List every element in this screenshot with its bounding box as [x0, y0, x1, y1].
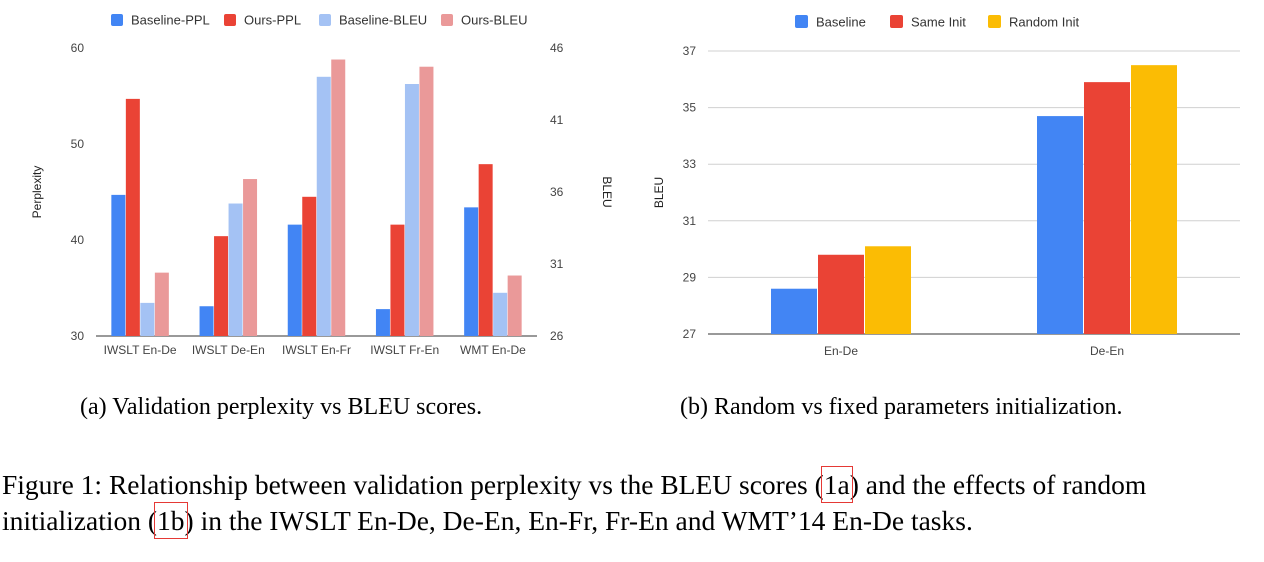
bar-baseline-bleu-iwslt-en-de [140, 302, 155, 336]
bar-ours-bleu-iwslt-de-en [243, 179, 258, 336]
bar-ours-bleu-wmt-en-de [507, 275, 522, 336]
bar-same-init-en-de [818, 254, 864, 334]
y-tick-label: 31 [683, 214, 697, 228]
bar-baseline-ppl-iwslt-fr-en [375, 309, 390, 336]
legend-label-same-init: Same Init [911, 15, 966, 30]
bar-ours-bleu-iwslt-en-de [154, 272, 169, 336]
y-tick-label: 33 [683, 157, 697, 171]
bar-baseline-ppl-iwslt-en-de [111, 194, 126, 336]
bar-baseline-ppl-iwslt-de-en [199, 306, 214, 336]
y-tick-label: 37 [683, 44, 697, 58]
bar-baseline-bleu-iwslt-en-fr [316, 76, 331, 337]
x-tick-label: De-En [1090, 344, 1124, 358]
bar-baseline-ppl-iwslt-en-fr [287, 224, 302, 336]
legend-label-baseline-bleu: Baseline-BLEU [339, 13, 427, 28]
bar-baseline-ppl-wmt-en-de [464, 207, 479, 336]
legend-swatch-baseline-ppl [111, 14, 123, 26]
legend-swatch-ours-bleu [441, 14, 453, 26]
y-tick-label: 60 [71, 41, 85, 55]
figure-ref-1a[interactable]: 1a [820, 466, 853, 503]
y2-tick-label: 41 [550, 113, 564, 127]
bar-ours-ppl-iwslt-en-de [125, 98, 140, 336]
bar-baseline-bleu-iwslt-de-en [228, 203, 243, 336]
bar-ours-ppl-iwslt-en-fr [302, 196, 317, 336]
caption-a: (a) Validation perplexity vs BLEU scores… [80, 394, 483, 420]
legend-swatch-baseline [795, 15, 808, 28]
legend-swatch-same-init [890, 15, 903, 28]
bar-ours-ppl-iwslt-de-en [214, 236, 229, 336]
y-tick-label: 40 [71, 233, 85, 247]
legend-label-random-init: Random Init [1009, 15, 1079, 30]
y-tick-label: 29 [683, 270, 697, 284]
chart-a: 30 40 50 60 26 31 36 41 46 Perplexity BLEU IWSLT En… [30, 13, 614, 358]
legend-label-ours-bleu: Ours-BLEU [461, 13, 527, 28]
x-tick-label: En-De [824, 344, 858, 358]
y2-tick-label: 26 [550, 329, 564, 343]
y2-tick-label: 46 [550, 41, 564, 55]
caption-b: (b) Random vs fixed parameters initializ… [680, 394, 1123, 420]
legend-swatch-random-init [988, 15, 1001, 28]
bar-baseline-bleu-iwslt-fr-en [404, 84, 419, 336]
y-tick-label: 35 [683, 101, 697, 115]
bar-random-init-de-en [1131, 65, 1177, 335]
bar-same-init-de-en [1084, 82, 1130, 334]
x-tick-label: IWSLT Fr-En [370, 343, 439, 357]
legend-label-baseline-ppl: Baseline-PPL [131, 13, 210, 28]
legend-label-ours-ppl: Ours-PPL [244, 13, 301, 28]
y-tick-label: 27 [683, 327, 697, 341]
figure-ref-1b[interactable]: 1b [154, 502, 188, 539]
bar-ours-ppl-iwslt-fr-en [390, 224, 405, 336]
legend-swatch-baseline-bleu [319, 14, 331, 26]
bar-ours-ppl-wmt-en-de [478, 164, 493, 336]
bar-ours-bleu-iwslt-en-fr [331, 59, 346, 337]
figure-caption-text-3: ) in the IWSLT En-De, De-En, En-Fr, Fr-E… [184, 505, 973, 536]
figure-caption: Figure 1: Relationship between validatio… [2, 466, 1264, 539]
bar-baseline-de-en [1037, 116, 1083, 334]
bar-random-init-en-de [865, 246, 911, 334]
chart-b: 27 29 31 33 35 37 BLEU En-De De-En Baseline Same I… [652, 15, 1240, 358]
bar-ours-bleu-iwslt-fr-en [419, 66, 434, 336]
x-tick-label: WMT En-De [460, 343, 526, 357]
y-axis-title: BLEU [652, 177, 666, 208]
y2-tick-label: 36 [550, 185, 564, 199]
y2-axis-title: BLEU [600, 176, 614, 207]
y-axis-title: Perplexity [30, 166, 44, 219]
legend-swatch-ours-ppl [224, 14, 236, 26]
legend-label-baseline: Baseline [816, 15, 866, 30]
y2-tick-label: 31 [550, 257, 564, 271]
x-tick-label: IWSLT De-En [192, 343, 265, 357]
x-tick-label: IWSLT En-De [104, 343, 177, 357]
bar-baseline-en-de [771, 288, 817, 334]
figure-caption-text-1: Figure 1: Relationship between validatio… [2, 469, 824, 500]
y-tick-label: 30 [71, 329, 85, 343]
figure-caption-text-2: ) and the effects of random initializati… [2, 469, 1147, 536]
bar-baseline-bleu-wmt-en-de [493, 292, 508, 336]
y-tick-label: 50 [71, 137, 85, 151]
x-tick-label: IWSLT En-Fr [282, 343, 351, 357]
